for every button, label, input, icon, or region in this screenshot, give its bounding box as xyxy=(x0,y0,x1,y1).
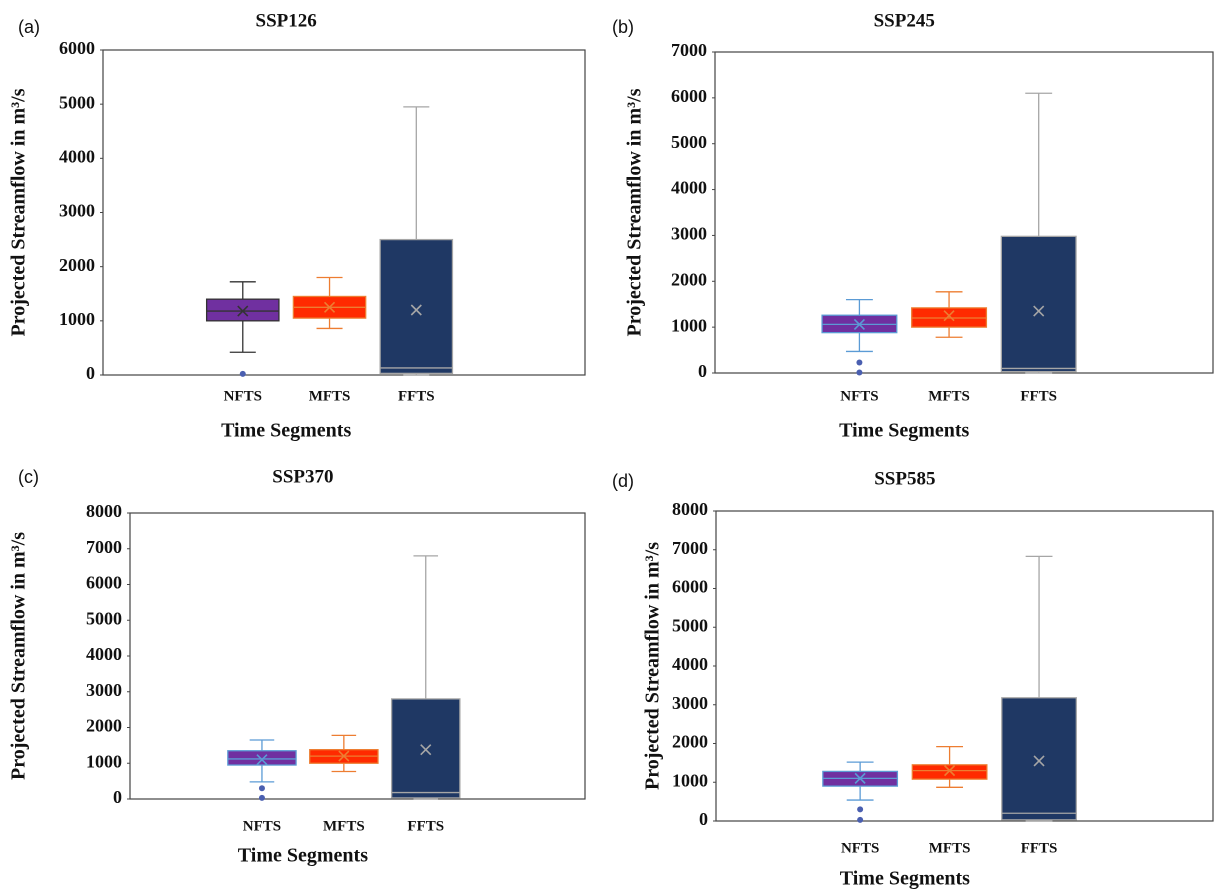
y-tick-label: 1000 xyxy=(86,751,122,771)
y-tick-label: 1000 xyxy=(672,770,708,790)
y-tick-label: 2000 xyxy=(86,716,122,736)
x-axis-label: Time Segments xyxy=(221,420,351,442)
y-tick-label: 4000 xyxy=(59,146,95,166)
chart-title: SSP126 xyxy=(256,10,317,31)
x-tick-label: FFTS xyxy=(398,388,435,404)
mean-marker xyxy=(338,750,350,762)
y-tick-label: 4000 xyxy=(86,644,122,664)
y-tick-label: 8000 xyxy=(672,499,708,519)
mean-marker xyxy=(943,310,955,322)
mean-marker xyxy=(1033,305,1045,317)
y-axis-label: Projected Streamflow in m³/s xyxy=(642,542,664,790)
y-tick-label: 2000 xyxy=(59,255,95,275)
box xyxy=(1000,235,1077,373)
mean-marker xyxy=(410,304,422,316)
y-tick-label: 6000 xyxy=(672,577,708,597)
box xyxy=(227,750,297,766)
x-tick-label: NFTS xyxy=(224,388,262,404)
y-tick-label: 0 xyxy=(86,363,95,383)
outlier xyxy=(856,369,863,376)
x-tick-label: MFTS xyxy=(309,388,351,404)
x-tick-label: FFTS xyxy=(1020,388,1057,404)
box xyxy=(379,238,454,375)
y-tick-label: 3000 xyxy=(671,224,707,244)
x-axis-label: Time Segments xyxy=(238,845,368,867)
outlier xyxy=(258,785,265,792)
x-tick-label: MFTS xyxy=(323,818,365,834)
outlier xyxy=(857,806,864,813)
panel-label: (c) xyxy=(18,467,39,487)
chart-title: SSP585 xyxy=(874,468,935,489)
outlier xyxy=(239,370,246,377)
y-tick-label: 5000 xyxy=(86,608,122,628)
y-tick-label: 7000 xyxy=(671,40,707,60)
mean-marker xyxy=(256,754,268,766)
outlier xyxy=(856,359,863,366)
x-tick-label: FFTS xyxy=(407,818,444,834)
panel-label: (d) xyxy=(612,471,634,491)
mean-marker xyxy=(323,301,336,313)
y-tick-label: 4000 xyxy=(672,654,708,674)
mean-marker xyxy=(854,772,866,784)
y-tick-label: 5000 xyxy=(59,92,95,112)
mean-marker xyxy=(944,765,956,777)
panel-label: (b) xyxy=(612,17,634,37)
y-axis-label: Projected Streamflow in m³/s xyxy=(8,88,30,336)
y-tick-label: 1000 xyxy=(59,309,95,329)
panel-label: (a) xyxy=(18,17,40,37)
y-tick-label: 0 xyxy=(698,361,707,381)
y-tick-label: 2000 xyxy=(672,732,708,752)
y-tick-label: 5000 xyxy=(671,132,707,152)
outlier xyxy=(258,794,265,801)
chart-title: SSP370 xyxy=(272,466,333,487)
y-tick-label: 4000 xyxy=(671,178,707,198)
y-axis-label: Projected Streamflow in m³/s xyxy=(8,532,30,780)
y-tick-label: 7000 xyxy=(86,537,122,557)
mean-marker xyxy=(237,305,249,317)
mean-marker xyxy=(420,744,432,756)
box xyxy=(390,698,461,799)
x-tick-label: NFTS xyxy=(840,388,878,404)
y-tick-label: 3000 xyxy=(86,680,122,700)
y-tick-label: 8000 xyxy=(86,501,122,521)
chart-title: SSP245 xyxy=(874,10,935,31)
x-axis-label: Time Segments xyxy=(839,420,969,442)
y-tick-label: 0 xyxy=(699,809,708,829)
outlier xyxy=(857,816,864,823)
x-tick-label: MFTS xyxy=(928,388,970,404)
plot-frame xyxy=(102,49,586,376)
y-tick-label: 6000 xyxy=(59,38,95,58)
x-tick-label: NFTS xyxy=(243,818,281,834)
x-tick-label: FFTS xyxy=(1021,840,1058,856)
y-tick-label: 6000 xyxy=(86,573,122,593)
y-tick-label: 1000 xyxy=(671,315,707,335)
x-axis-label: Time Segments xyxy=(840,868,970,890)
box xyxy=(1001,697,1077,821)
y-axis-label: Projected Streamflow in m³/s xyxy=(624,88,646,336)
box xyxy=(911,764,988,780)
y-tick-label: 3000 xyxy=(59,201,95,221)
x-tick-label: NFTS xyxy=(841,840,879,856)
y-tick-label: 2000 xyxy=(671,269,707,289)
mean-marker xyxy=(853,318,865,330)
x-tick-label: MFTS xyxy=(929,840,971,856)
y-tick-label: 0 xyxy=(113,787,122,807)
y-tick-label: 7000 xyxy=(672,538,708,558)
y-tick-label: 6000 xyxy=(671,86,707,106)
mean-marker xyxy=(1033,755,1045,767)
plot-frame xyxy=(714,51,1214,374)
y-tick-label: 5000 xyxy=(672,615,708,635)
y-tick-label: 3000 xyxy=(672,693,708,713)
